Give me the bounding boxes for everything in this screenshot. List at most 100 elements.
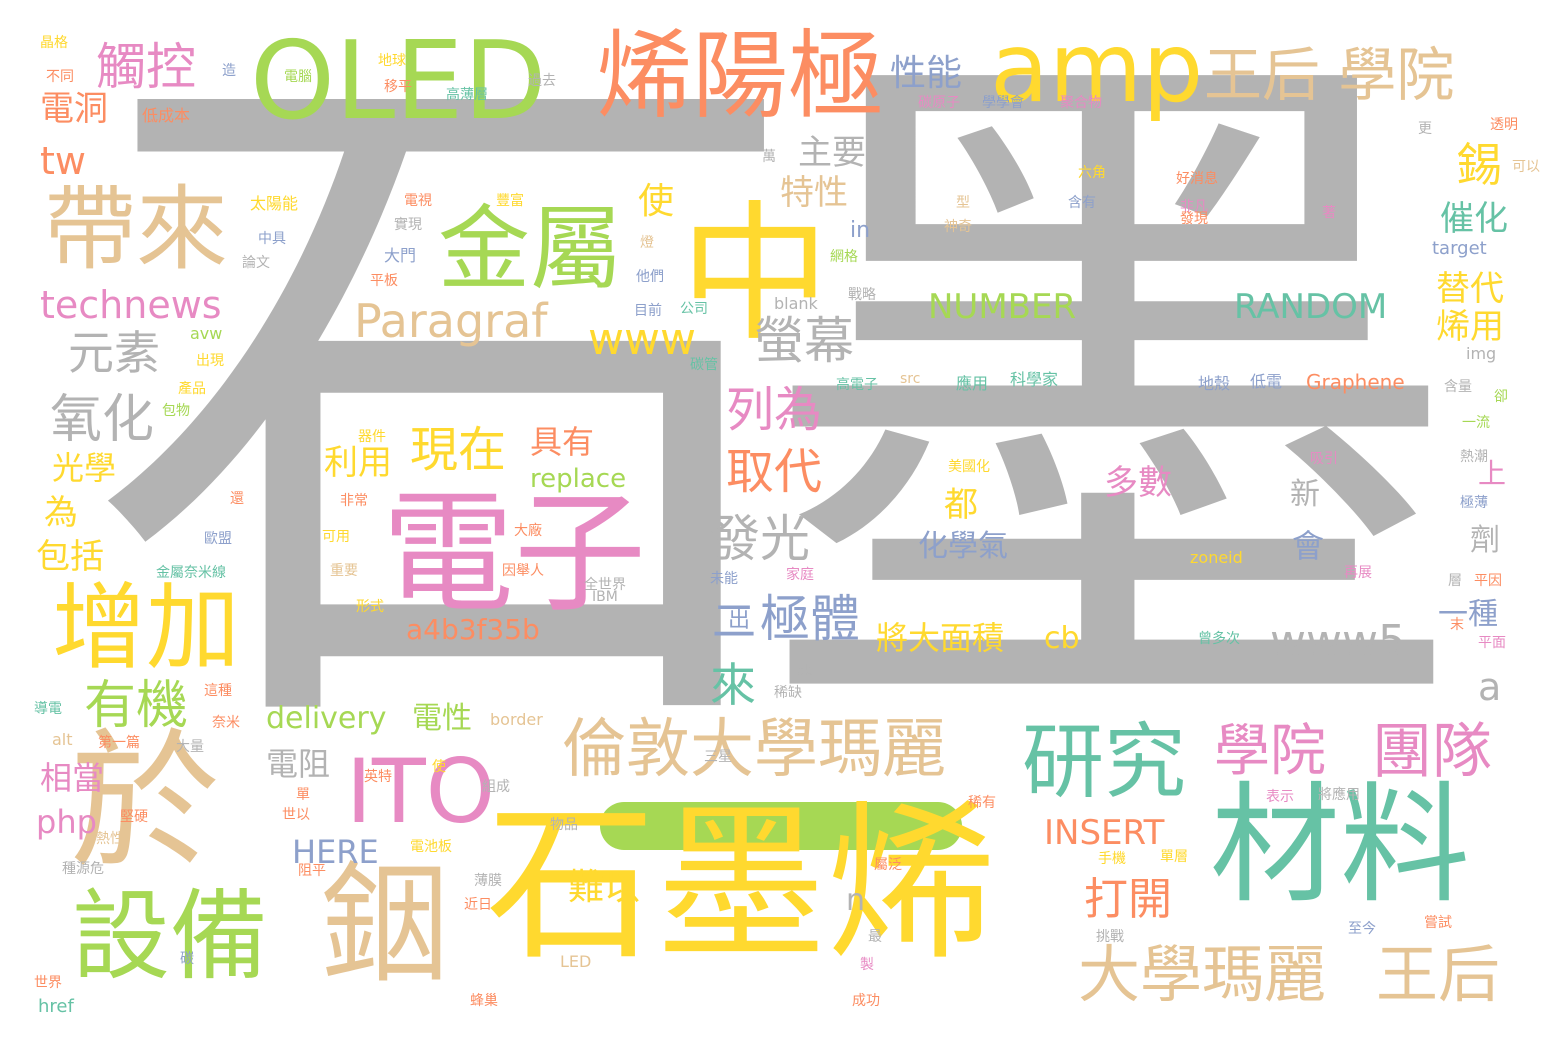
word: 未能: [710, 571, 738, 587]
word: 碳: [180, 951, 194, 967]
word: 元素: [68, 326, 160, 380]
word: 包括: [36, 537, 104, 577]
word: 曾多次: [1198, 631, 1240, 647]
word: 好消息: [1176, 171, 1218, 187]
word: 特性: [780, 173, 848, 213]
word: 大量: [176, 739, 204, 755]
word: 平因: [1474, 573, 1502, 589]
word: 出現: [196, 353, 224, 369]
word: 電腦: [284, 69, 312, 85]
word: 著: [1322, 205, 1336, 221]
word: a4b3f35b: [406, 613, 540, 646]
word: 家庭: [786, 567, 814, 583]
word: 歐盟: [204, 531, 232, 547]
word: 氧化: [50, 390, 155, 450]
word: 導電: [34, 701, 62, 717]
word: 列為: [726, 382, 823, 438]
word: 來: [710, 658, 756, 712]
word: 論文: [242, 255, 270, 271]
word: www5: [1270, 616, 1406, 667]
word: 最: [868, 929, 882, 945]
word: php: [36, 803, 97, 841]
word: 石墨: [90, 0, 1470, 819]
word: 不同: [46, 69, 74, 85]
word: LED: [560, 952, 592, 971]
word: 增加: [52, 574, 241, 683]
word: 金屬奈米線: [156, 565, 226, 581]
word: blank: [774, 294, 818, 313]
word: 嘗試: [1424, 915, 1452, 931]
word: 蜂巢: [470, 993, 498, 1009]
word: 低成本: [142, 106, 191, 125]
word: 將應用: [1318, 787, 1360, 803]
word: 烯用: [1436, 307, 1504, 347]
word: 包物: [162, 403, 190, 419]
word: 型: [956, 195, 970, 211]
word: 現在: [410, 422, 507, 478]
word: 中: [680, 188, 831, 362]
word: 劑: [1470, 523, 1500, 558]
word: 低電: [1250, 372, 1283, 391]
word: 相當: [40, 759, 105, 797]
word: 萬: [762, 149, 776, 165]
word: 王后: [1376, 938, 1501, 1011]
word: 造: [222, 63, 236, 79]
word: 重要: [330, 563, 358, 579]
word: 近日: [464, 897, 492, 913]
word: alt: [52, 730, 73, 749]
word: 上: [1478, 457, 1507, 490]
word: 出: [728, 608, 751, 633]
word: 器件: [358, 429, 386, 445]
word: 性能: [890, 53, 963, 94]
word: 中具: [258, 231, 286, 247]
word: 大廠: [514, 523, 542, 539]
word: 奈米: [212, 715, 240, 731]
word: 電池板: [410, 839, 452, 855]
word: 電阻: [266, 745, 331, 783]
word: 六角: [1078, 165, 1106, 181]
word: Paragraf: [354, 294, 548, 348]
word: 極薄: [1460, 495, 1488, 511]
word: 碳管: [690, 357, 718, 373]
word: 催化: [1440, 199, 1508, 239]
word: 種源危: [62, 861, 104, 877]
word: 發現: [1180, 211, 1208, 227]
word: 聚合物: [1060, 95, 1102, 111]
word: 豐富: [496, 193, 524, 209]
word: 單: [296, 787, 310, 803]
word: img: [1466, 344, 1497, 363]
word: RANDOM: [1234, 287, 1388, 327]
word: 至今: [1348, 921, 1376, 937]
word: target: [1432, 238, 1487, 259]
word: tw: [40, 139, 86, 183]
word: 設備: [72, 880, 269, 994]
word: 替代: [1436, 269, 1504, 309]
word: 打開: [1084, 874, 1172, 925]
word: 網格: [830, 249, 858, 265]
word: 透明: [1490, 117, 1518, 133]
word: src: [900, 371, 921, 387]
word: 帶來: [44, 176, 229, 283]
word: 再展: [1344, 565, 1372, 581]
word: 王后 學院: [1204, 41, 1455, 109]
word: OLED: [250, 19, 547, 144]
word: 學學會: [982, 95, 1024, 111]
word: 可用: [322, 529, 350, 545]
word: 發光: [710, 510, 810, 568]
word: zoneid: [1190, 548, 1243, 567]
word: 他們: [636, 269, 664, 285]
word: href: [38, 996, 74, 1017]
word: 觸控: [96, 38, 196, 96]
word: 大門: [384, 246, 417, 265]
word: border: [490, 710, 543, 729]
word: 第一篇: [98, 735, 140, 751]
word: 含量: [1444, 379, 1472, 395]
word: avw: [190, 324, 223, 343]
word: 屬泛: [874, 857, 902, 873]
word: 吸引: [1310, 451, 1338, 467]
word: 都: [944, 485, 978, 525]
word: 使: [638, 181, 675, 222]
word: 表示: [1266, 789, 1294, 805]
word: 使: [432, 759, 446, 775]
word: 這種: [204, 683, 232, 699]
